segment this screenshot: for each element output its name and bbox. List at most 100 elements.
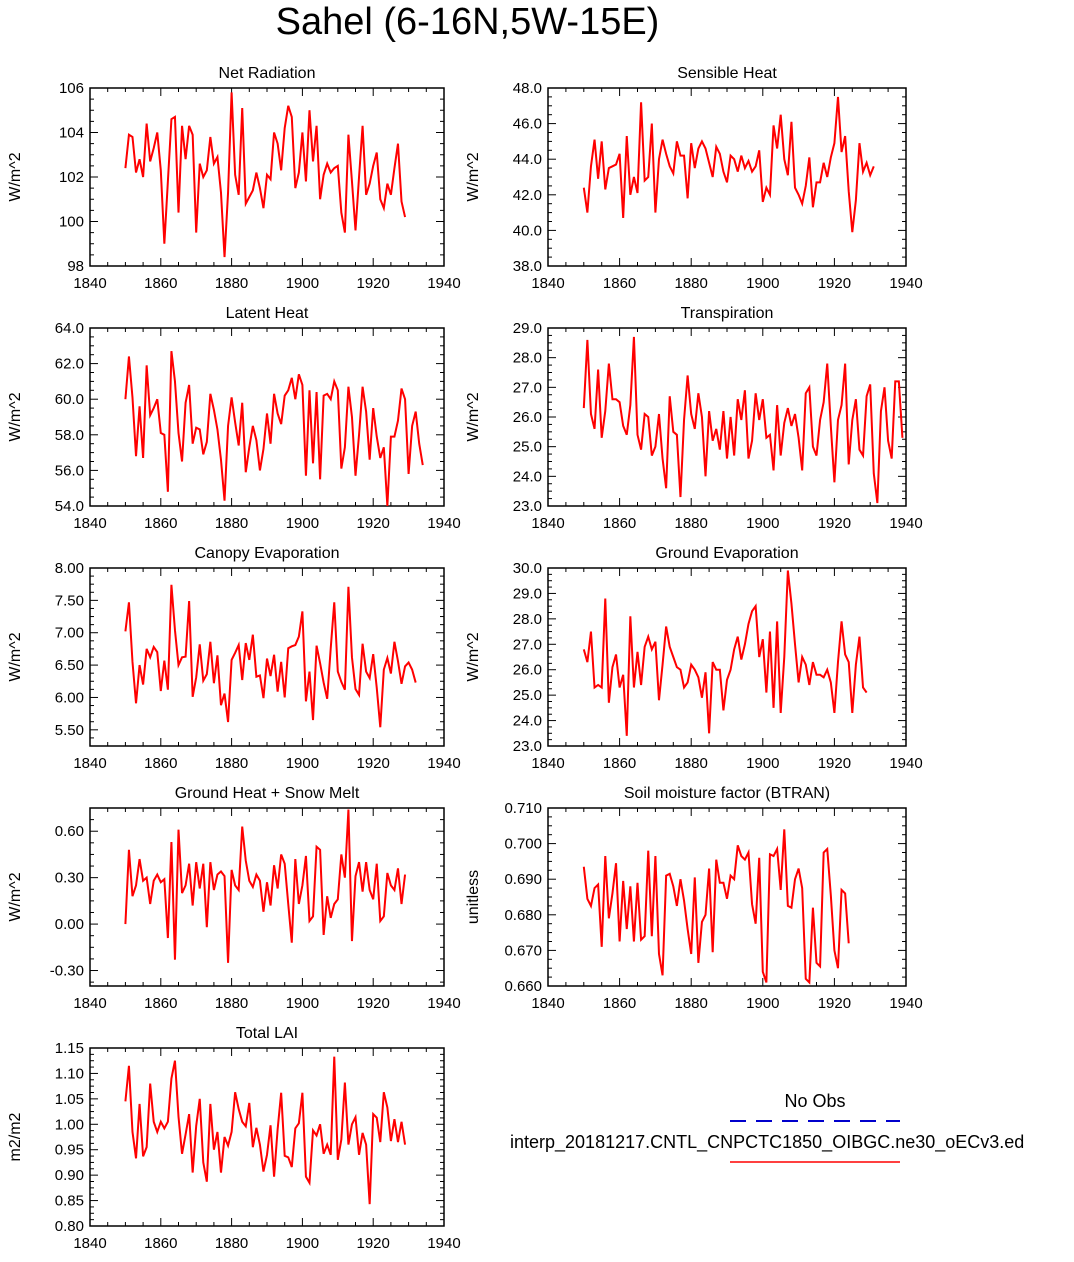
series-line [124,92,407,258]
x-tick-label: 1940 [889,275,922,292]
y-tick-label: 44.0 [513,151,542,168]
x-tick-label: 1940 [427,755,460,772]
y-tick-label: 64.0 [55,320,84,337]
x-tick-label: 1940 [889,995,922,1012]
x-tick-label: 1840 [73,995,106,1012]
chart-panel: Soil moisture factor (BTRAN) unitless 1840… [465,785,923,1012]
y-tick-label: 23.0 [513,498,542,515]
x-tick-label: 1900 [746,275,779,292]
x-tick-label: 1860 [144,995,177,1012]
x-tick-label: 1840 [531,995,564,1012]
y-tick-label: 0.90 [55,1167,84,1184]
chart-panels: Net Radiation W/m^2 1840 1860 1880 1900 1920 19… [7,65,923,1252]
y-tick-label: 102 [59,169,84,186]
y-axis-label: unitless [465,870,482,924]
x-tick-label: 1940 [427,515,460,532]
y-tick-label: 1.00 [55,1116,84,1133]
chart-panel: Ground Evaporation W/m^2 1840 1860 1880 1900 1… [465,545,923,772]
plot-frame [89,567,445,747]
x-tick-label: 1840 [531,275,564,292]
chart-panel: Canopy Evaporation W/m^2 1840 1860 1880 1900 1… [7,545,461,772]
x-tick-label: 1900 [286,515,319,532]
chart-panel: Transpiration W/m^2 1840 1860 1880 1900 1920 19… [465,305,923,532]
y-tick-label: 56.0 [55,462,84,479]
x-tick-label: 1920 [357,275,390,292]
y-axis-label: W/m^2 [7,872,24,921]
series-line [124,809,407,963]
x-tick-label: 1880 [215,755,248,772]
x-tick-label: 1860 [144,1235,177,1252]
y-tick-label: 0.690 [504,871,542,888]
x-tick-label: 1900 [286,755,319,772]
x-tick-label: 1920 [818,515,851,532]
series-line [582,829,850,985]
panel-title: Canopy Evaporation [195,545,340,562]
y-tick-label: 24.0 [513,468,542,485]
y-tick-label: 5.50 [55,722,84,739]
x-tick-label: 1860 [603,755,636,772]
x-tick-label: 1880 [215,1235,248,1252]
chart-panel: Net Radiation W/m^2 1840 1860 1880 1900 1920 19… [7,65,461,292]
x-tick-label: 1860 [603,515,636,532]
y-tick-label: 62.0 [55,356,84,373]
y-tick-label: 46.0 [513,116,542,133]
y-tick-label: 28.0 [513,611,542,628]
y-tick-label: 40.0 [513,222,542,239]
x-tick-label: 1920 [357,515,390,532]
x-tick-label: 1880 [675,755,708,772]
x-tick-label: 1900 [746,995,779,1012]
y-tick-label: 0.660 [504,978,542,995]
x-tick-label: 1880 [215,275,248,292]
y-tick-label: 1.05 [55,1091,84,1108]
legend-model-label: interp_20181217.CNTL_CNPCTC1850_OIBGC.ne… [510,1132,1024,1153]
chart-panel: Total LAI m2/m2 1840 1860 1880 1900 1920 1940 0.… [7,1025,461,1252]
x-tick-label: 1940 [889,755,922,772]
y-tick-label: 25.0 [513,687,542,704]
y-tick-label: 29.0 [513,320,542,337]
panel-title: Sensible Heat [677,65,777,82]
y-tick-label: 25.0 [513,439,542,456]
y-tick-label: 6.50 [55,657,84,674]
y-tick-label: 26.0 [513,409,542,426]
x-tick-label: 1920 [818,755,851,772]
y-tick-label: 0.680 [504,907,542,924]
series-line [582,570,868,736]
y-tick-label: 58.0 [55,427,84,444]
y-tick-label: 7.50 [55,592,84,609]
x-tick-label: 1880 [215,995,248,1012]
figure-title: Sahel (6-16N,5W-15E) [275,1,660,43]
x-tick-label: 1880 [675,515,708,532]
y-tick-label: 0.00 [55,916,84,933]
x-tick-label: 1940 [427,995,460,1012]
plot-frame [547,567,907,747]
chart-panel: Sensible Heat W/m^2 1840 1860 1880 1900 1920 19… [465,65,923,292]
series-line [124,1056,407,1205]
y-tick-label: 42.0 [513,187,542,204]
panel-title: Ground Evaporation [655,545,798,562]
chart-panel: Latent Heat W/m^2 1840 1860 1880 1900 1920 1940… [7,305,461,532]
y-tick-label: 6.00 [55,689,84,706]
x-tick-label: 1920 [357,1235,390,1252]
y-tick-label: 54.0 [55,498,84,515]
y-tick-label: 0.60 [55,823,84,840]
x-tick-label: 1920 [818,275,851,292]
y-tick-label: 98 [67,258,84,275]
x-tick-label: 1840 [73,275,106,292]
y-tick-label: 0.85 [55,1193,84,1210]
x-tick-label: 1860 [603,995,636,1012]
x-tick-label: 1840 [73,515,106,532]
y-tick-label: 26.0 [513,662,542,679]
panel-title: Ground Heat + Snow Melt [175,785,360,802]
x-tick-label: 1920 [818,995,851,1012]
y-tick-label: 0.95 [55,1142,84,1159]
x-tick-label: 1860 [144,515,177,532]
panel-title: Transpiration [681,305,774,322]
x-tick-label: 1880 [675,995,708,1012]
y-axis-label: W/m^2 [7,632,24,681]
y-tick-label: 27.0 [513,379,542,396]
x-tick-label: 1860 [144,755,177,772]
y-tick-label: 48.0 [513,80,542,97]
y-tick-label: 28.0 [513,350,542,367]
x-tick-label: 1900 [286,1235,319,1252]
y-tick-label: 60.0 [55,391,84,408]
